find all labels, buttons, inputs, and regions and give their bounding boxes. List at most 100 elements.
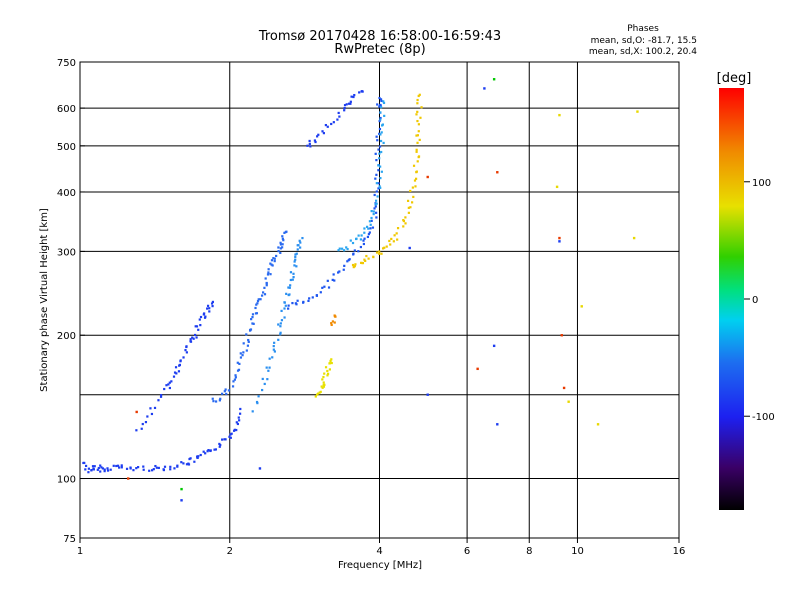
data-point bbox=[366, 235, 370, 239]
data-point bbox=[322, 375, 325, 379]
data-point bbox=[385, 245, 388, 248]
data-point bbox=[417, 155, 421, 158]
data-point bbox=[362, 242, 365, 246]
data-point bbox=[295, 265, 298, 268]
data-point bbox=[238, 362, 241, 365]
data-point bbox=[293, 264, 296, 267]
data-point bbox=[301, 236, 304, 240]
data-point bbox=[273, 257, 276, 260]
data-point bbox=[116, 464, 120, 467]
data-point bbox=[378, 119, 381, 123]
data-point bbox=[383, 114, 386, 117]
data-point bbox=[236, 361, 239, 364]
data-point bbox=[101, 467, 105, 470]
data-point bbox=[330, 122, 333, 126]
data-point bbox=[416, 98, 419, 102]
data-point bbox=[369, 227, 372, 230]
data-point bbox=[196, 455, 199, 458]
data-point bbox=[379, 177, 382, 180]
data-point bbox=[204, 452, 207, 455]
data-point bbox=[279, 247, 282, 250]
data-point bbox=[195, 325, 199, 328]
data-point bbox=[259, 298, 262, 301]
data-point bbox=[382, 141, 385, 145]
data-point bbox=[343, 106, 346, 110]
data-point bbox=[355, 237, 358, 240]
x-axis-ticks: 1 2 4 6 8 10 16 bbox=[77, 538, 685, 557]
data-points bbox=[82, 78, 639, 502]
data-point bbox=[82, 461, 85, 465]
data-point bbox=[272, 257, 275, 260]
data-point bbox=[173, 467, 176, 470]
data-point bbox=[307, 299, 310, 302]
data-point bbox=[157, 399, 160, 402]
data-point bbox=[273, 341, 276, 344]
data-point bbox=[242, 351, 245, 354]
data-point bbox=[289, 284, 292, 287]
data-point bbox=[262, 291, 265, 294]
data-point bbox=[208, 307, 211, 310]
data-point bbox=[299, 241, 302, 244]
data-point bbox=[580, 305, 583, 308]
data-point bbox=[380, 99, 383, 103]
data-point bbox=[415, 150, 418, 153]
data-point bbox=[326, 374, 329, 377]
data-point bbox=[343, 109, 346, 112]
data-point bbox=[416, 119, 419, 123]
data-point bbox=[331, 320, 334, 323]
data-point bbox=[279, 243, 283, 246]
y-tick-label: 200 bbox=[57, 331, 76, 342]
data-point bbox=[378, 185, 381, 188]
data-point bbox=[314, 140, 317, 144]
data-point bbox=[321, 386, 324, 389]
data-point bbox=[408, 246, 411, 250]
data-point bbox=[349, 102, 352, 105]
data-point bbox=[155, 466, 158, 469]
colorbar-unit-label: [deg] bbox=[717, 71, 752, 86]
data-point bbox=[323, 372, 326, 375]
data-point bbox=[343, 104, 347, 107]
data-point bbox=[159, 395, 163, 398]
data-point bbox=[295, 252, 298, 255]
data-point bbox=[177, 370, 181, 373]
data-point bbox=[379, 139, 383, 143]
data-point bbox=[99, 470, 102, 473]
data-point bbox=[351, 241, 355, 245]
data-point bbox=[279, 322, 282, 325]
data-point bbox=[211, 397, 214, 400]
data-point bbox=[120, 464, 123, 467]
data-point bbox=[246, 344, 250, 347]
y-tick-label: 75 bbox=[63, 534, 76, 545]
data-point bbox=[377, 182, 380, 185]
data-point bbox=[378, 105, 381, 108]
data-point bbox=[376, 195, 379, 198]
data-point bbox=[377, 148, 380, 151]
data-point bbox=[381, 247, 385, 250]
data-point bbox=[182, 462, 185, 465]
data-point bbox=[308, 297, 311, 300]
colorbar-tick-label: 0 bbox=[752, 295, 758, 306]
chart-title-line-2: RwPretec (8p) bbox=[334, 42, 425, 57]
data-point bbox=[185, 351, 188, 354]
data-point bbox=[381, 123, 385, 126]
data-point bbox=[496, 423, 499, 426]
data-point bbox=[349, 100, 352, 103]
data-point bbox=[308, 139, 311, 143]
data-point bbox=[567, 400, 570, 403]
data-point bbox=[149, 407, 152, 410]
data-point bbox=[315, 294, 318, 297]
data-point bbox=[415, 113, 418, 116]
data-point bbox=[237, 368, 241, 371]
data-point bbox=[197, 328, 200, 331]
data-point bbox=[562, 386, 566, 390]
data-point bbox=[265, 366, 268, 369]
data-point bbox=[287, 307, 290, 310]
data-point bbox=[207, 449, 210, 452]
data-point bbox=[168, 381, 171, 384]
data-point bbox=[272, 345, 275, 348]
colorbar-gradient bbox=[719, 88, 744, 510]
data-point bbox=[239, 356, 243, 359]
data-point bbox=[375, 211, 378, 214]
data-point bbox=[280, 319, 284, 322]
